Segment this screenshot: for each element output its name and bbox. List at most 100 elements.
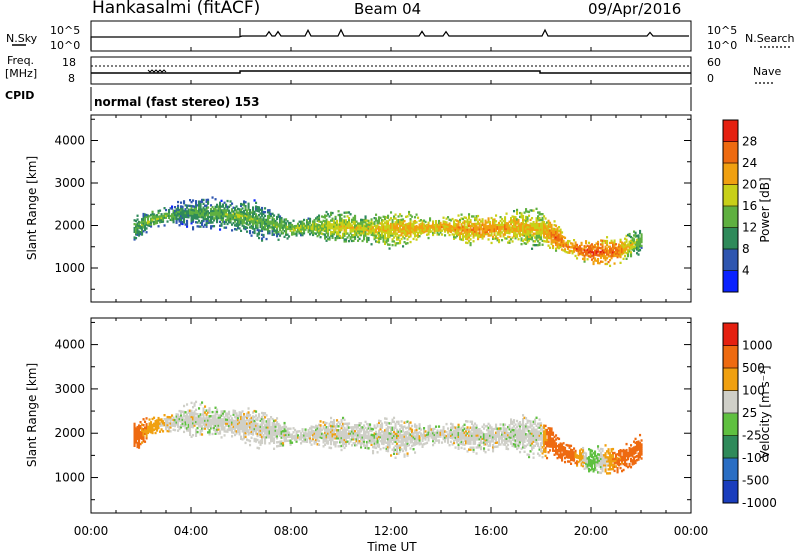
- echo-cell: [489, 436, 492, 439]
- echo-cell: [468, 436, 471, 439]
- echo-cell: [226, 422, 229, 425]
- echo-cell: [522, 234, 525, 237]
- echo-cell: [280, 218, 283, 222]
- echo-cell: [135, 433, 138, 436]
- echo-cell: [153, 213, 156, 216]
- echo-cell: [607, 249, 610, 252]
- echo-cell: [528, 210, 531, 214]
- echo-cell: [232, 206, 235, 209]
- echo-cell: [487, 448, 490, 451]
- echo-cell: [271, 231, 274, 235]
- echo-cell: [234, 214, 237, 217]
- echo-cell: [138, 446, 141, 449]
- echo-cell: [178, 417, 181, 421]
- echo-cell: [198, 202, 201, 205]
- echo-cell: [546, 229, 549, 232]
- echo-cell: [339, 215, 342, 219]
- echo-cell: [235, 228, 238, 231]
- echo-cell: [426, 441, 429, 445]
- echo-cell: [214, 422, 217, 425]
- echo-cell: [171, 424, 174, 427]
- echo-cell: [342, 416, 345, 420]
- echo-cell: [318, 218, 321, 221]
- echo-cell: [348, 226, 351, 229]
- echo-cell: [528, 239, 531, 242]
- echo-cell: [162, 218, 165, 221]
- echo-cell: [504, 441, 507, 444]
- echo-cell: [297, 224, 300, 227]
- echo-cell: [303, 434, 306, 437]
- echo-cell: [574, 254, 577, 258]
- echo-cell: [559, 230, 562, 233]
- echo-cell: [438, 431, 441, 434]
- echo-cell: [520, 227, 523, 231]
- echo-cell: [178, 218, 181, 221]
- echo-cell: [174, 217, 177, 220]
- echo-cell: [238, 419, 241, 422]
- echo-cell: [477, 228, 480, 231]
- echo-cell: [622, 252, 625, 255]
- echo-cell: [196, 426, 199, 430]
- echo-cell: [255, 218, 258, 222]
- echo-cell: [354, 220, 357, 223]
- echo-cell: [489, 444, 492, 447]
- echo-cell: [249, 230, 252, 233]
- echo-cell: [214, 209, 217, 212]
- echo-cell: [232, 221, 235, 225]
- echo-cell: [148, 220, 151, 224]
- echo-cell: [196, 211, 199, 215]
- echo-cell: [387, 421, 390, 425]
- echo-cell: [396, 452, 399, 455]
- echo-cell: [349, 236, 352, 239]
- echo-cell: [604, 249, 607, 252]
- echo-cell: [493, 233, 496, 237]
- echo-cell: [433, 227, 436, 231]
- echo-cell: [321, 215, 324, 218]
- echo-cell: [183, 420, 186, 424]
- echo-cell: [246, 222, 249, 226]
- echo-cell: [174, 418, 177, 422]
- y-tick-label: 4000: [54, 134, 85, 148]
- echo-cell: [268, 424, 271, 427]
- echo-cell: [385, 231, 388, 234]
- echo-cell: [244, 205, 247, 208]
- echo-cell: [369, 429, 372, 432]
- echo-cell: [358, 222, 361, 225]
- echo-cell: [294, 232, 297, 236]
- echo-cell: [271, 417, 274, 421]
- echo-cell: [286, 429, 289, 432]
- echo-cell: [519, 231, 522, 234]
- echo-cell: [288, 227, 291, 231]
- echo-cell: [249, 222, 252, 225]
- echo-cell: [136, 429, 139, 433]
- echo-cell: [354, 230, 357, 233]
- echo-cell: [487, 224, 490, 228]
- echo-cell: [448, 434, 451, 437]
- echo-cell: [595, 248, 598, 251]
- echo-cell: [336, 431, 339, 434]
- echo-cell: [255, 430, 258, 433]
- echo-cell: [423, 436, 426, 440]
- echo-cell: [235, 222, 238, 225]
- colorbar-tick-label: 20: [742, 178, 757, 192]
- echo-cell: [234, 425, 237, 429]
- echo-cell: [618, 245, 621, 248]
- echo-cell: [472, 224, 475, 228]
- echo-cell: [408, 435, 411, 439]
- echo-cell: [330, 440, 333, 444]
- echo-cell: [576, 249, 579, 252]
- echo-cell: [408, 222, 411, 225]
- echo-cell: [225, 220, 228, 224]
- echo-cell: [486, 230, 489, 234]
- echo-cell: [360, 444, 363, 447]
- echo-cell: [454, 226, 457, 230]
- echo-cell: [502, 425, 505, 428]
- echo-cell: [243, 413, 246, 416]
- echo-cell: [198, 407, 201, 410]
- echo-cell: [612, 253, 615, 256]
- echo-cell: [591, 245, 594, 248]
- echo-cell: [553, 220, 556, 223]
- echo-cell: [456, 429, 459, 432]
- echo-cell: [352, 222, 355, 225]
- echo-cell: [391, 219, 394, 222]
